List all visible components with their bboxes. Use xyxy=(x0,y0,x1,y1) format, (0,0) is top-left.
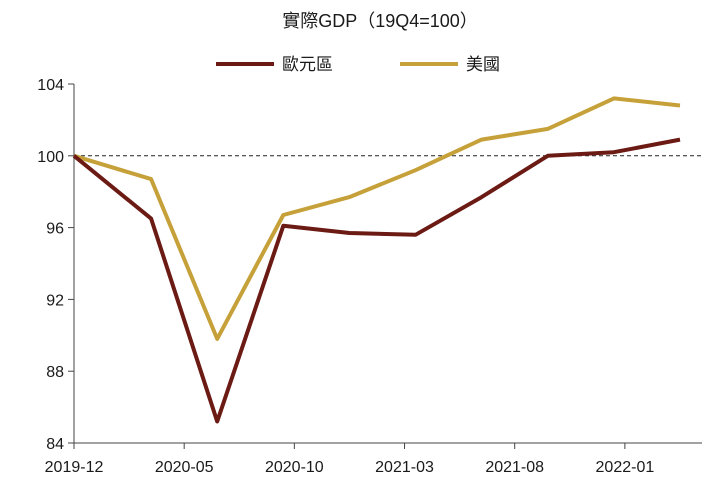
y-tick-label: 84 xyxy=(46,436,64,453)
x-tick-label: 2022-01 xyxy=(596,459,655,476)
y-tick-label: 100 xyxy=(37,149,64,166)
y-tick-label: 88 xyxy=(46,364,64,381)
y-tick-label: 92 xyxy=(46,292,64,309)
legend: 歐元區 美國 xyxy=(216,55,500,74)
series-line-us xyxy=(73,96,681,341)
legend-label-eurozone: 歐元區 xyxy=(282,55,333,74)
y-tick-label: 104 xyxy=(37,77,64,94)
series-line-eurozone xyxy=(72,137,681,424)
x-tick-label: 2021-08 xyxy=(485,459,544,476)
chart-title: 實際GDP（19Q4=100） xyxy=(282,11,478,31)
axes: 84 88 92 96 100 104 2019-12 2020-05 2020-10 2021-… xyxy=(37,77,702,476)
x-tick-label: 2019-12 xyxy=(45,459,104,476)
series-group xyxy=(72,96,681,424)
y-tick-label: 96 xyxy=(46,221,64,238)
x-tick-label: 2020-10 xyxy=(265,459,324,476)
legend-label-us: 美國 xyxy=(466,55,500,74)
x-tick-label: 2020-05 xyxy=(155,459,214,476)
x-tick-label: 2021-03 xyxy=(375,459,434,476)
